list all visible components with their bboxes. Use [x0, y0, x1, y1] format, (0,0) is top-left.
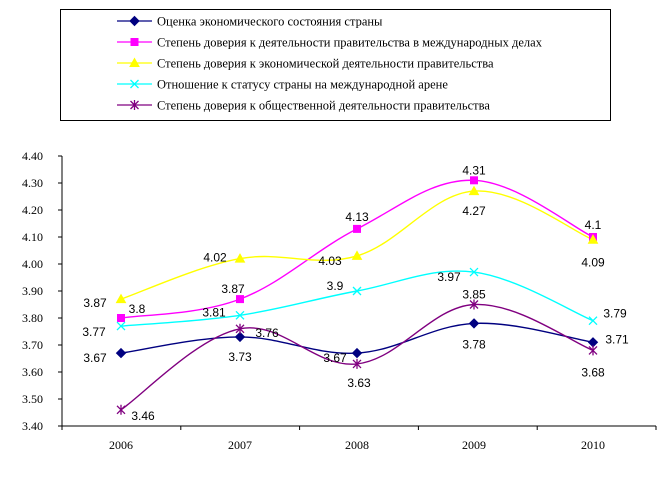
legend: Оценка экономического состояния страны Ст…: [60, 9, 611, 121]
data-label: 3.81: [202, 305, 226, 319]
y-tick-label: 4.00: [22, 257, 43, 271]
data-point: [468, 185, 480, 196]
data-point: [469, 299, 479, 310]
data-point: [587, 234, 599, 244]
x-tick-label: 2007: [228, 438, 252, 452]
y-tick-label: 4.40: [22, 149, 43, 163]
data-label: 3.9: [327, 279, 344, 293]
y-tick-label: 3.70: [22, 338, 43, 352]
data-label: 3.79: [603, 307, 627, 321]
data-point: [353, 224, 361, 233]
data-label: 3.76: [255, 326, 279, 340]
data-point: [468, 318, 480, 329]
data-point: [470, 176, 478, 185]
data-label: 3.67: [83, 351, 107, 365]
data-point: [117, 314, 125, 322]
y-tick-label: 3.90: [22, 284, 43, 298]
legend-item: Степень доверия к экономической деятельн…: [117, 57, 494, 71]
data-point: [235, 310, 245, 320]
x-tick-label: 2008: [345, 438, 369, 452]
y-tick-label: 3.50: [22, 392, 43, 406]
data-point: [351, 347, 363, 359]
data-point: [115, 293, 127, 304]
axes: 3.40 3.50 3.60 3.70 3.80 3.90 4.00 4.10 4.20 4.30…: [22, 149, 657, 452]
data-label: 3.68: [581, 365, 605, 379]
data-label: 4.1: [585, 218, 602, 232]
data-label: 3.87: [221, 282, 245, 296]
data-point: [234, 253, 246, 263]
legend-marker: [129, 15, 140, 27]
legend-label: Степень доверия к экономической деятельн…: [157, 57, 494, 71]
legend-label: Степень доверия к деятельности правитель…: [157, 36, 543, 50]
series-line: [120, 270, 594, 327]
data-label: 3.77: [82, 325, 106, 339]
data-point: [352, 286, 362, 296]
data-label: 4.03: [318, 254, 342, 268]
legend-label: Отношение к статусу страны на международ…: [157, 78, 448, 92]
legend-marker: [130, 38, 139, 46]
legend-item: Степень доверия к общественной деятельно…: [117, 99, 490, 113]
series-line: [120, 179, 594, 319]
data-label: 3.97: [437, 270, 461, 284]
legend-label: Оценка экономического состояния страны: [157, 15, 383, 29]
data-label: 3.87: [83, 296, 107, 310]
data-label: 3.71: [605, 332, 629, 346]
data-label: 3.67: [323, 351, 347, 365]
data-label: 3.46: [131, 409, 155, 423]
data-labels: 3.67 3.73 3.67 3.78 3.71 3.8 3.87 4.13 4.31 4.1 3.…: [82, 163, 629, 423]
data-label: 3.78: [462, 337, 486, 351]
data-point: [588, 345, 598, 356]
legend-marker: [130, 100, 139, 110]
y-tick-label: 4.30: [22, 176, 43, 190]
data-point: [234, 331, 246, 343]
data-point: [235, 323, 245, 334]
legend-marker: [129, 57, 140, 67]
y-tick-label: 4.10: [22, 230, 43, 244]
legend-marker: [130, 79, 139, 89]
data-point: [352, 358, 362, 369]
data-label: 4.31: [462, 163, 486, 177]
y-tick-label: 3.40: [22, 419, 43, 433]
data-point: [116, 404, 126, 415]
series-line: [120, 190, 594, 300]
data-point: [469, 267, 479, 277]
legend-label: Степень доверия к общественной деятельно…: [157, 99, 490, 113]
y-tick-label: 3.60: [22, 365, 43, 379]
data-label: 4.13: [345, 210, 369, 224]
y-tick-label: 4.20: [22, 203, 43, 217]
data-point: [236, 295, 244, 304]
data-label: 3.85: [462, 288, 486, 302]
data-label: 4.27: [462, 204, 486, 218]
legend-box: [60, 9, 611, 121]
data-label: 3.73: [228, 350, 252, 364]
data-label: 3.63: [347, 376, 371, 390]
legend-item: Отношение к статусу страны на международ…: [117, 78, 448, 92]
data-point: [116, 321, 126, 331]
data-point: [351, 250, 363, 260]
legend-item: Степень доверия к деятельности правитель…: [117, 36, 543, 50]
data-label: 4.09: [581, 256, 605, 270]
series-markers: [115, 176, 599, 415]
data-point: [588, 316, 598, 326]
x-tick-label: 2009: [462, 438, 486, 452]
data-point: [115, 347, 127, 359]
x-tick-label: 2006: [109, 438, 133, 452]
legend-item: Оценка экономического состояния страны: [117, 15, 383, 29]
y-tick-label: 3.80: [22, 311, 43, 325]
x-tick-label: 2010: [581, 438, 605, 452]
data-label: 3.8: [129, 302, 146, 316]
data-label: 4.02: [203, 251, 227, 265]
